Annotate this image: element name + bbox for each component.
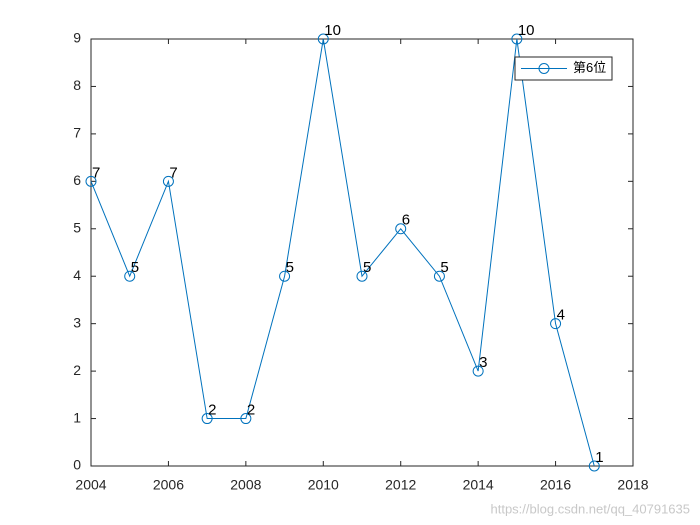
marker	[395, 223, 407, 235]
marker	[472, 365, 484, 377]
x-tick-label: 2016	[540, 477, 571, 493]
marker	[162, 175, 174, 187]
y-tick-label: 3	[73, 314, 81, 330]
point-annotation: 6	[402, 212, 410, 229]
point-annotation: 5	[363, 259, 371, 276]
y-tick-label: 2	[73, 362, 81, 378]
marker	[124, 270, 136, 282]
point-annotation: 5	[286, 259, 294, 276]
marker	[240, 413, 252, 425]
marker	[550, 318, 562, 330]
marker	[201, 413, 213, 425]
series-line	[90, 38, 595, 467]
legend-label: 第6位	[573, 60, 606, 75]
marker	[511, 33, 523, 45]
y-tick-label: 7	[73, 125, 81, 141]
marker	[279, 270, 291, 282]
point-annotation: 2	[247, 402, 255, 419]
marker	[356, 270, 368, 282]
y-tick-label: 5	[73, 219, 81, 235]
x-tick-label: 2006	[153, 477, 184, 493]
point-annotation: 3	[479, 354, 487, 371]
y-tick-label: 1	[73, 409, 81, 425]
axes-box	[90, 38, 634, 467]
y-tick-label: 0	[73, 457, 81, 473]
x-tick-label: 2004	[75, 477, 106, 493]
point-annotation: 7	[169, 164, 177, 181]
point-annotation: 2	[208, 402, 216, 419]
y-tick-label: 8	[73, 77, 81, 93]
x-tick-label: 2010	[308, 477, 339, 493]
point-annotation: 1	[595, 449, 603, 466]
point-annotation: 10	[518, 22, 535, 39]
x-tick-label: 2008	[230, 477, 261, 493]
watermark: https://blog.csdn.net/qq_40791635	[491, 501, 691, 516]
x-tick-label: 2018	[617, 477, 648, 493]
point-annotation: 5	[440, 259, 448, 276]
marker	[317, 33, 329, 45]
marker	[433, 270, 445, 282]
y-tick-label: 9	[73, 30, 81, 46]
x-tick-label: 2012	[385, 477, 416, 493]
point-annotation: 7	[92, 164, 100, 181]
marker	[588, 460, 600, 472]
point-annotation: 5	[131, 259, 139, 276]
x-tick-label: 2014	[463, 477, 494, 493]
point-annotation: 4	[557, 307, 565, 324]
y-tick-label: 6	[73, 172, 81, 188]
marker	[85, 175, 97, 187]
legend-marker	[538, 63, 550, 74]
point-annotation: 10	[324, 22, 341, 39]
y-tick-label: 4	[73, 267, 81, 283]
